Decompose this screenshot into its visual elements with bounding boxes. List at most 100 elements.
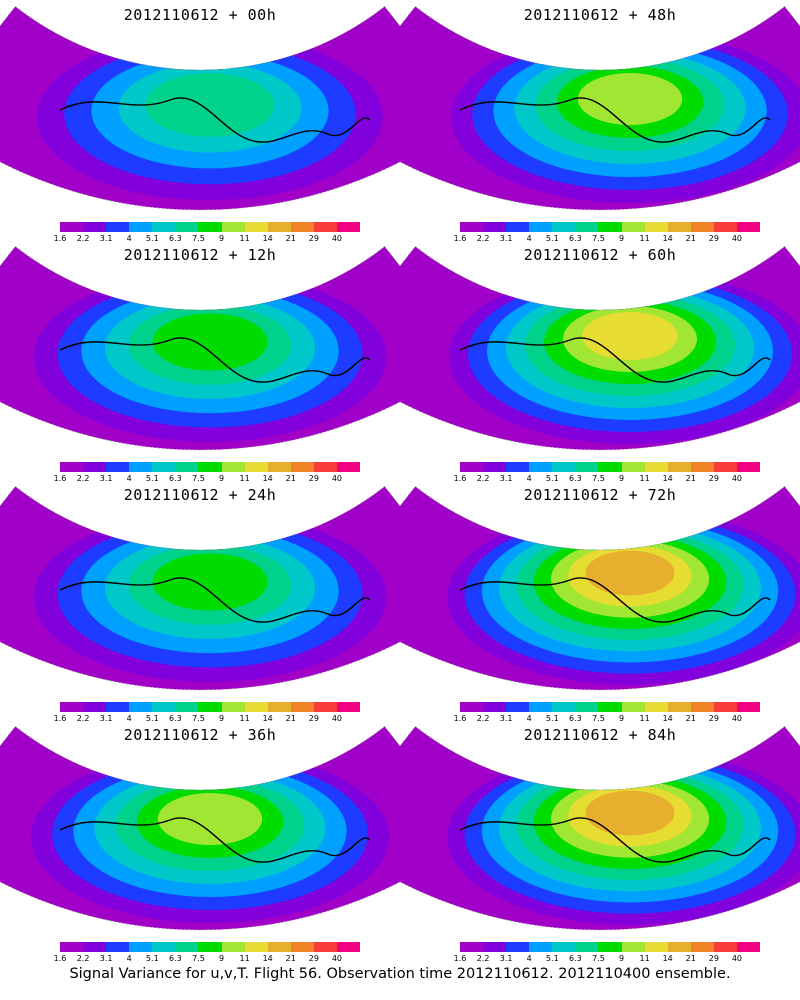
colorbar-label: 21 — [285, 714, 296, 723]
panel-title: 2012110612 + 36h — [123, 726, 277, 744]
colorbar-swatch — [198, 942, 222, 952]
colorbar-swatch — [736, 222, 761, 232]
colorbar-label: 4 — [526, 954, 532, 963]
colorbar-swatch — [60, 942, 84, 952]
colorbar-label: 6.3 — [169, 474, 182, 483]
colorbar-swatch — [690, 462, 714, 472]
colorbar-label: 5.1 — [145, 954, 159, 963]
colorbar-label: 29 — [708, 234, 719, 243]
colorbar-swatch — [598, 942, 622, 952]
colorbar-swatch — [175, 462, 199, 472]
colorbar-label: 21 — [285, 474, 296, 483]
colorbar-label: 6.3 — [569, 954, 582, 963]
colorbar-label: 14 — [662, 474, 673, 483]
colorbar-label: 9 — [618, 954, 625, 963]
colorbar-swatch — [690, 942, 714, 952]
colorbar-labels: 1.6 2.2 3.1 4 5.1 6.3 7.5 9 11 14 21 29 40 — [54, 234, 360, 246]
colorbar-swatch — [483, 942, 507, 952]
colorbar-label: 40 — [331, 474, 343, 483]
colorbar-label: 7.5 — [192, 714, 205, 723]
colorbar-swatch — [244, 462, 268, 472]
colorbar-label: 5.1 — [145, 234, 159, 243]
colorbar-label: 1.6 — [53, 954, 67, 963]
colorbar-swatch — [713, 462, 737, 472]
colorbar-label: 11 — [239, 954, 250, 963]
colorbar-swatch — [83, 222, 107, 232]
colorbar-swatch — [529, 702, 553, 712]
colorbar-swatch — [690, 222, 714, 232]
colorbar-label: 7.5 — [192, 954, 205, 963]
colorbar-swatch — [221, 462, 245, 472]
colorbar-swatch — [336, 462, 361, 472]
colorbar-swatch — [736, 942, 761, 952]
colorbar-label: 2.2 — [76, 234, 90, 243]
coastline — [59, 817, 371, 863]
colorbar-label: 21 — [685, 714, 696, 723]
colorbar — [60, 942, 361, 952]
colorbar-label: 11 — [239, 474, 250, 483]
colorbar-label: 3.1 — [499, 954, 513, 963]
colorbar-label: 7.5 — [592, 474, 605, 483]
colorbar-label: 40 — [731, 474, 743, 483]
colorbar-label: 14 — [662, 714, 673, 723]
colorbar-label: 11 — [639, 954, 650, 963]
colorbar-label: 7.5 — [192, 474, 205, 483]
colorbar-swatch — [460, 702, 484, 712]
colorbar-label: 9 — [218, 474, 225, 483]
colorbar-swatch — [644, 222, 668, 232]
colorbar-swatch — [267, 702, 291, 712]
colorbar-label: 3.1 — [99, 234, 113, 243]
colorbar-label: 5.1 — [545, 474, 559, 483]
colorbar-swatch — [106, 942, 130, 952]
colorbar-label: 2.2 — [476, 474, 490, 483]
colorbar-swatch — [667, 942, 691, 952]
colorbar-swatch — [244, 222, 268, 232]
colorbar-label: 4 — [526, 234, 532, 243]
colorbar-label: 6.3 — [169, 234, 182, 243]
colorbar-label: 2.2 — [476, 234, 490, 243]
panel-title: 2012110612 + 00h — [123, 6, 277, 24]
colorbar-label: 6.3 — [569, 474, 582, 483]
colorbar-swatch — [644, 702, 668, 712]
colorbar — [460, 222, 761, 232]
map-panel-48h: 2012110612 + 48h 1.6 2.2 3.1 4 5.1 6.3 7.5 9 11 14… — [400, 0, 800, 250]
colorbar-label: 21 — [285, 954, 296, 963]
coastline — [59, 337, 371, 383]
colorbar-label: 5.1 — [145, 714, 159, 723]
colorbar-label: 4 — [126, 474, 132, 483]
map-panel-60h: 2012110612 + 60h 1.6 2.2 3.1 4 5.1 6.3 7.5 9 11 14… — [400, 240, 800, 490]
colorbar-swatch — [60, 702, 84, 712]
colorbar-label: 29 — [308, 714, 319, 723]
colorbar-label: 1.6 — [453, 234, 467, 243]
colorbar-swatch — [529, 942, 553, 952]
colorbar-swatch — [152, 942, 176, 952]
colorbar-label: 2.2 — [76, 474, 90, 483]
coastline — [459, 97, 771, 143]
colorbar-swatch — [575, 702, 599, 712]
panel-title: 2012110612 + 60h — [523, 246, 677, 264]
colorbar-swatch — [552, 462, 576, 472]
colorbar-labels: 1.6 2.2 3.1 4 5.1 6.3 7.5 9 11 14 21 29 40 — [454, 474, 760, 486]
colorbar-label: 29 — [308, 474, 319, 483]
colorbar-label: 9 — [618, 234, 625, 243]
colorbar-swatch — [621, 942, 645, 952]
colorbar-swatch — [667, 462, 691, 472]
colorbar-swatch — [483, 222, 507, 232]
colorbar-swatch — [60, 462, 84, 472]
colorbar-swatch — [175, 702, 199, 712]
colorbar-label: 11 — [639, 714, 650, 723]
colorbar-swatch — [106, 462, 130, 472]
colorbar-swatch — [290, 462, 314, 472]
polar-map-48h — [400, 5, 800, 211]
colorbar-label: 1.6 — [453, 714, 467, 723]
colorbar-label: 14 — [662, 954, 673, 963]
colorbar-swatch — [460, 222, 484, 232]
colorbar-label: 1.6 — [53, 234, 67, 243]
colorbar-swatch — [621, 222, 645, 232]
colorbar-swatch — [129, 222, 153, 232]
colorbar-label: 11 — [639, 474, 650, 483]
colorbar-label: 6.3 — [169, 714, 182, 723]
colorbar-label: 9 — [218, 714, 225, 723]
colorbar-label: 2.2 — [76, 714, 90, 723]
colorbar-swatch — [313, 942, 337, 952]
